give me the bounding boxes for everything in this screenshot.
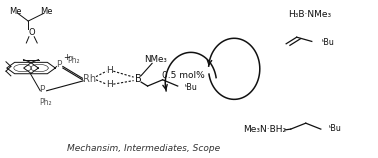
Text: Ph₂: Ph₂ — [68, 56, 81, 65]
Text: H: H — [107, 80, 113, 89]
Text: ᵗBu: ᵗBu — [329, 124, 342, 133]
Text: P: P — [56, 60, 61, 69]
Text: ᵗBu: ᵗBu — [322, 38, 335, 47]
Text: H₃B·NMe₃: H₃B·NMe₃ — [288, 10, 331, 19]
Text: Me: Me — [9, 7, 22, 16]
Text: O: O — [28, 27, 35, 36]
Text: Mechansim, Intermediates, Scope: Mechansim, Intermediates, Scope — [67, 144, 220, 153]
Text: Ph₂: Ph₂ — [40, 98, 52, 107]
Text: Me₃N·BH₂: Me₃N·BH₂ — [243, 125, 286, 134]
Text: Me: Me — [40, 7, 52, 16]
Text: +: + — [63, 53, 70, 62]
Text: ᵗBu: ᵗBu — [185, 83, 198, 92]
Text: B: B — [135, 74, 141, 84]
Text: H: H — [107, 66, 113, 75]
Text: NMe₃: NMe₃ — [144, 55, 167, 64]
Text: Rh: Rh — [83, 74, 96, 84]
Text: 0.5 mol%: 0.5 mol% — [162, 71, 205, 80]
Text: P: P — [39, 85, 45, 94]
